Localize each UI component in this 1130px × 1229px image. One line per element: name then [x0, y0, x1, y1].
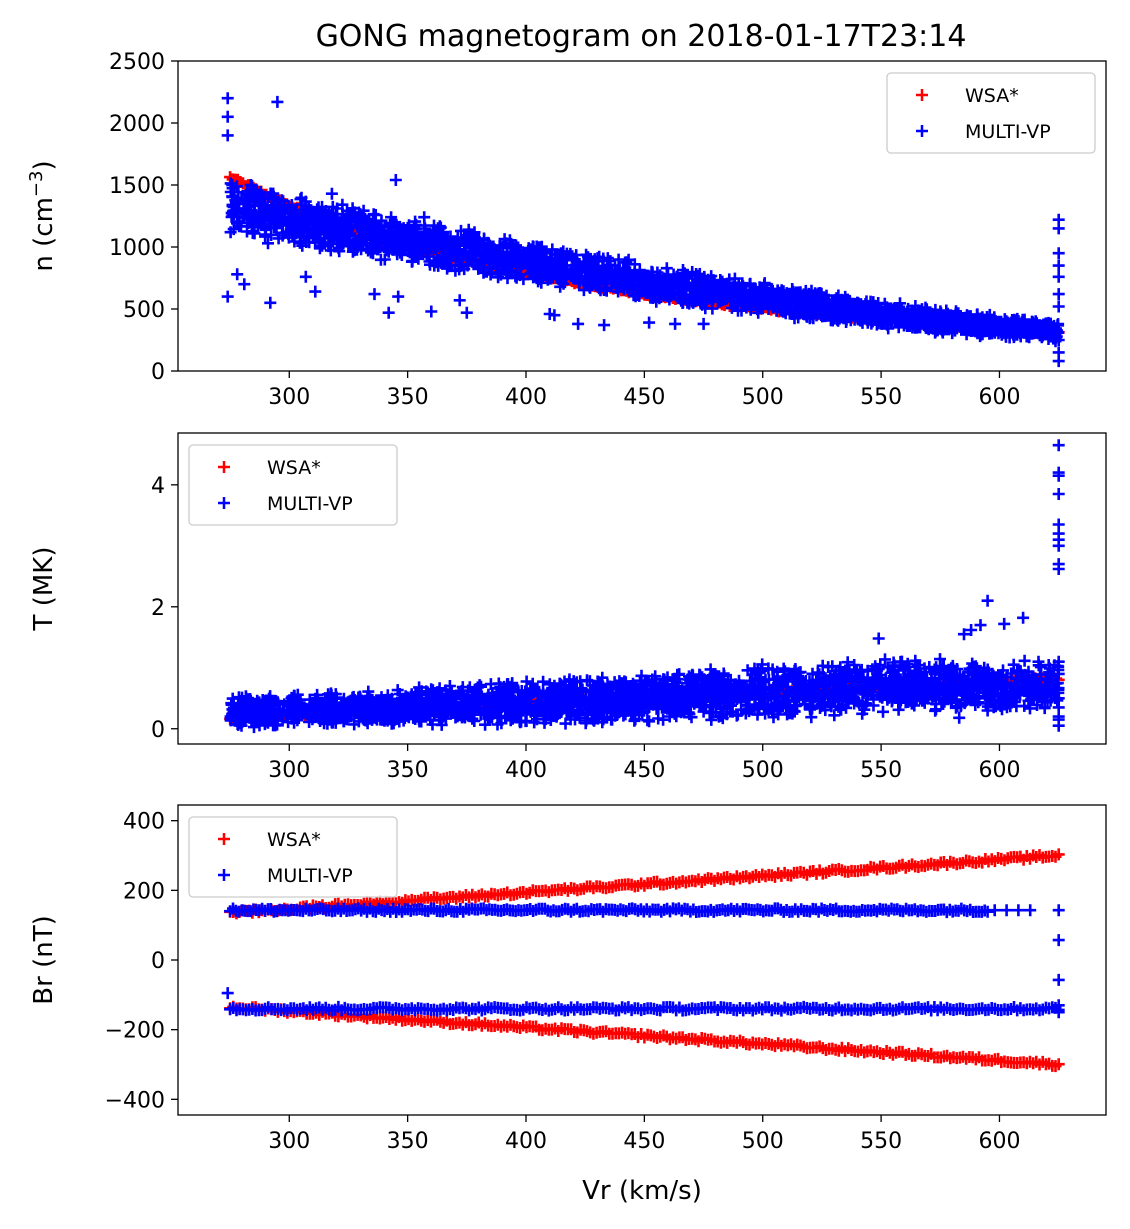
- x-tick-label: 550: [860, 1129, 902, 1154]
- y-tick-label: 0: [151, 949, 165, 974]
- plot-area: [221, 92, 1065, 368]
- legend-marker-wsa: [916, 89, 928, 101]
- legend-marker-multivp: [218, 869, 230, 881]
- y-tick-label: 2000: [109, 112, 165, 137]
- x-tick-label: 350: [387, 1129, 429, 1154]
- legend-label-multivp: MULTI-VP: [267, 493, 353, 515]
- y-tick-label: 400: [123, 810, 165, 835]
- x-tick-label: 300: [268, 385, 310, 410]
- series-multivp: [224, 439, 1065, 734]
- x-axis-label: Vr (km/s): [582, 1176, 702, 1206]
- legend-marker-multivp: [916, 125, 928, 137]
- x-tick-label: 500: [742, 758, 784, 783]
- legend: WSA* MULTI-VP: [188, 444, 398, 526]
- x-tick-label: 300: [268, 758, 310, 783]
- x-tick-label: 550: [860, 385, 902, 410]
- plot-area: [221, 848, 1065, 1073]
- legend-marker-wsa: [218, 461, 230, 473]
- axes-frame: [177, 60, 1107, 372]
- y-tick-label: 4: [151, 474, 165, 499]
- x-tick-label: 300: [268, 1129, 310, 1154]
- x-tick-label: 550: [860, 758, 902, 783]
- x-tick-label: 600: [978, 758, 1020, 783]
- x-tick-label: 400: [505, 758, 547, 783]
- x-tick-label: 500: [742, 1129, 784, 1154]
- chart-panel-1: 300 350 400 450 500 550 600 0 500 1000 1500 2000 250…: [26, 50, 1107, 410]
- x-tick-label: 400: [505, 1129, 547, 1154]
- figure-title: GONG magnetogram on 2018-01-17T23:14: [316, 19, 967, 54]
- legend-box: [188, 816, 398, 898]
- y-tick-label: 2: [151, 596, 165, 621]
- chart-panel-3: 300 350 400 450 500 550 600 −400 −200 0 200 400 Br (…: [29, 804, 1107, 1206]
- y-axis-label: Br (nT): [29, 915, 59, 1004]
- x-tick-label: 350: [387, 758, 429, 783]
- x-tick-label: 500: [742, 385, 784, 410]
- legend-label-wsa: WSA*: [267, 829, 321, 851]
- x-tick-label: 600: [978, 1129, 1020, 1154]
- chart-panel-2: 300 350 400 450 500 550 600 0 2 4 T (MK) WSA* MULTI-…: [29, 432, 1107, 783]
- x-tick-label: 450: [623, 1129, 665, 1154]
- series-multivp-markers: [221, 92, 1065, 368]
- y-axis-label: T (MK): [29, 547, 59, 632]
- y-tick-label: 500: [123, 298, 165, 323]
- plot-area: [224, 439, 1065, 734]
- legend-label-wsa: WSA*: [965, 85, 1019, 107]
- y-tick-label: −400: [105, 1088, 165, 1113]
- series-multivp: [221, 92, 1065, 368]
- legend: WSA* MULTI-VP: [886, 72, 1096, 154]
- series-multivp-markers: [224, 439, 1065, 734]
- y-tick-label: 1500: [109, 174, 165, 199]
- series-multivp-markers: [221, 902, 1065, 1019]
- legend-label-multivp: MULTI-VP: [965, 121, 1051, 143]
- x-tick-label: 350: [387, 385, 429, 410]
- y-tick-label: 200: [123, 879, 165, 904]
- x-tick-label: 450: [623, 385, 665, 410]
- legend-label-wsa: WSA*: [267, 457, 321, 479]
- series-multivp: [221, 902, 1065, 1019]
- legend-marker-wsa: [218, 833, 230, 845]
- x-tick-label: 450: [623, 758, 665, 783]
- axes-frame: [177, 432, 1107, 745]
- x-tick-label: 400: [505, 385, 547, 410]
- legend-label-multivp: MULTI-VP: [267, 865, 353, 887]
- y-axis-label: n (cm−3): [26, 160, 59, 271]
- y-tick-label: −200: [105, 1019, 165, 1044]
- legend-box: [886, 72, 1096, 154]
- x-tick-label: 600: [978, 385, 1020, 410]
- legend-box: [188, 444, 398, 526]
- y-tick-label: 1000: [109, 236, 165, 261]
- legend: WSA* MULTI-VP: [188, 816, 398, 898]
- y-tick-label: 0: [151, 718, 165, 743]
- legend-marker-multivp: [218, 497, 230, 509]
- y-tick-label: 0: [151, 360, 165, 385]
- y-tick-label: 2500: [109, 50, 165, 75]
